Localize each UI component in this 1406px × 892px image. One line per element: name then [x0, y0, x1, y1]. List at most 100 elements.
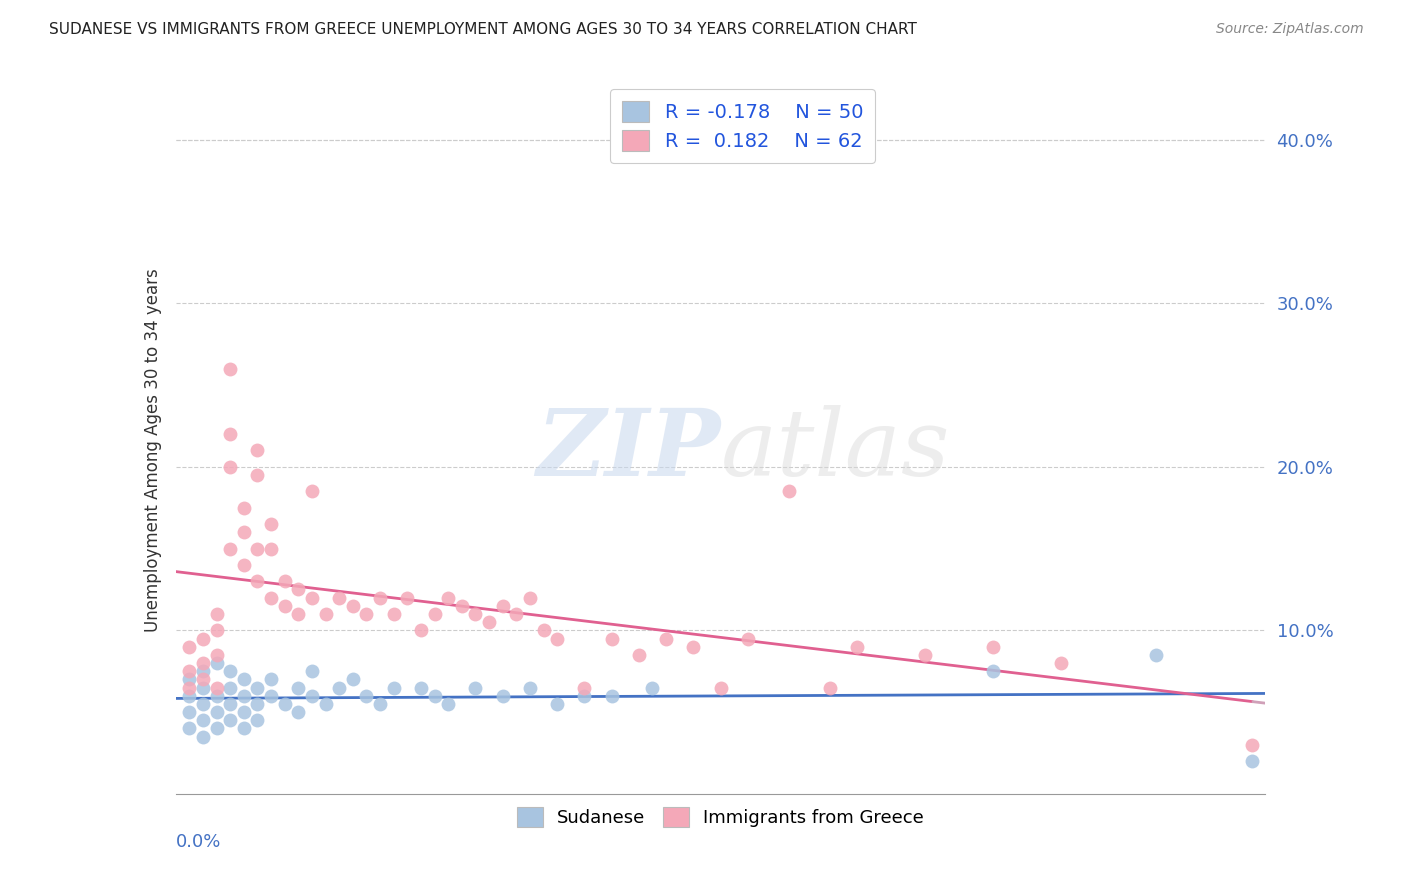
Point	[1144, 648, 1167, 662]
Point	[492, 689, 515, 703]
Point	[600, 689, 623, 703]
Point	[246, 681, 269, 695]
Text: Source: ZipAtlas.com: Source: ZipAtlas.com	[1216, 22, 1364, 37]
Point	[219, 664, 242, 679]
Point	[232, 525, 254, 540]
Point	[328, 591, 350, 605]
Point	[219, 459, 242, 474]
Point	[519, 681, 541, 695]
Point	[328, 681, 350, 695]
Point	[464, 681, 486, 695]
Point	[981, 664, 1004, 679]
Point	[191, 664, 214, 679]
Point	[845, 640, 868, 654]
Point	[737, 632, 759, 646]
Point	[179, 640, 201, 654]
Point	[191, 632, 214, 646]
Point	[368, 697, 391, 711]
Point	[1240, 738, 1263, 752]
Point	[981, 640, 1004, 654]
Point	[219, 541, 242, 556]
Point	[232, 673, 254, 687]
Point	[546, 632, 568, 646]
Point	[232, 558, 254, 572]
Point	[492, 599, 515, 613]
Point	[219, 427, 242, 442]
Point	[423, 689, 446, 703]
Point	[179, 673, 201, 687]
Point	[274, 599, 297, 613]
Point	[450, 599, 472, 613]
Point	[382, 681, 405, 695]
Y-axis label: Unemployment Among Ages 30 to 34 years: Unemployment Among Ages 30 to 34 years	[143, 268, 162, 632]
Point	[246, 443, 269, 458]
Point	[505, 607, 527, 621]
Point	[232, 722, 254, 736]
Point	[574, 681, 596, 695]
Point	[219, 361, 242, 376]
Point	[205, 689, 228, 703]
Point	[382, 607, 405, 621]
Point	[301, 484, 323, 499]
Point	[710, 681, 733, 695]
Point	[179, 689, 201, 703]
Point	[409, 681, 432, 695]
Point	[191, 714, 214, 728]
Point	[682, 640, 704, 654]
Point	[205, 705, 228, 719]
Point	[356, 607, 378, 621]
Point	[1050, 656, 1073, 670]
Point	[191, 656, 214, 670]
Point	[260, 541, 283, 556]
Text: atlas: atlas	[721, 406, 950, 495]
Point	[914, 648, 936, 662]
Point	[179, 705, 201, 719]
Point	[342, 599, 364, 613]
Legend: Sudanese, Immigrants from Greece: Sudanese, Immigrants from Greece	[509, 798, 932, 837]
Point	[246, 714, 269, 728]
Point	[1240, 754, 1263, 768]
Point	[205, 648, 228, 662]
Point	[778, 484, 800, 499]
Text: ZIP: ZIP	[536, 406, 721, 495]
Point	[437, 697, 460, 711]
Point	[260, 516, 283, 531]
Point	[356, 689, 378, 703]
Point	[205, 681, 228, 695]
Point	[232, 689, 254, 703]
Point	[574, 689, 596, 703]
Point	[301, 591, 323, 605]
Point	[274, 697, 297, 711]
Point	[287, 705, 309, 719]
Point	[191, 673, 214, 687]
Point	[219, 681, 242, 695]
Point	[287, 607, 309, 621]
Point	[409, 624, 432, 638]
Point	[301, 664, 323, 679]
Point	[533, 624, 555, 638]
Point	[274, 574, 297, 589]
Point	[246, 574, 269, 589]
Point	[287, 681, 309, 695]
Point	[260, 673, 283, 687]
Point	[219, 714, 242, 728]
Point	[546, 697, 568, 711]
Point	[301, 689, 323, 703]
Point	[368, 591, 391, 605]
Point	[627, 648, 650, 662]
Point	[260, 689, 283, 703]
Point	[437, 591, 460, 605]
Point	[423, 607, 446, 621]
Point	[219, 697, 242, 711]
Point	[287, 582, 309, 597]
Point	[191, 681, 214, 695]
Point	[600, 632, 623, 646]
Point	[205, 607, 228, 621]
Point	[191, 697, 214, 711]
Point	[519, 591, 541, 605]
Point	[246, 467, 269, 482]
Point	[655, 632, 678, 646]
Point	[179, 681, 201, 695]
Text: 0.0%: 0.0%	[176, 833, 221, 851]
Point	[191, 730, 214, 744]
